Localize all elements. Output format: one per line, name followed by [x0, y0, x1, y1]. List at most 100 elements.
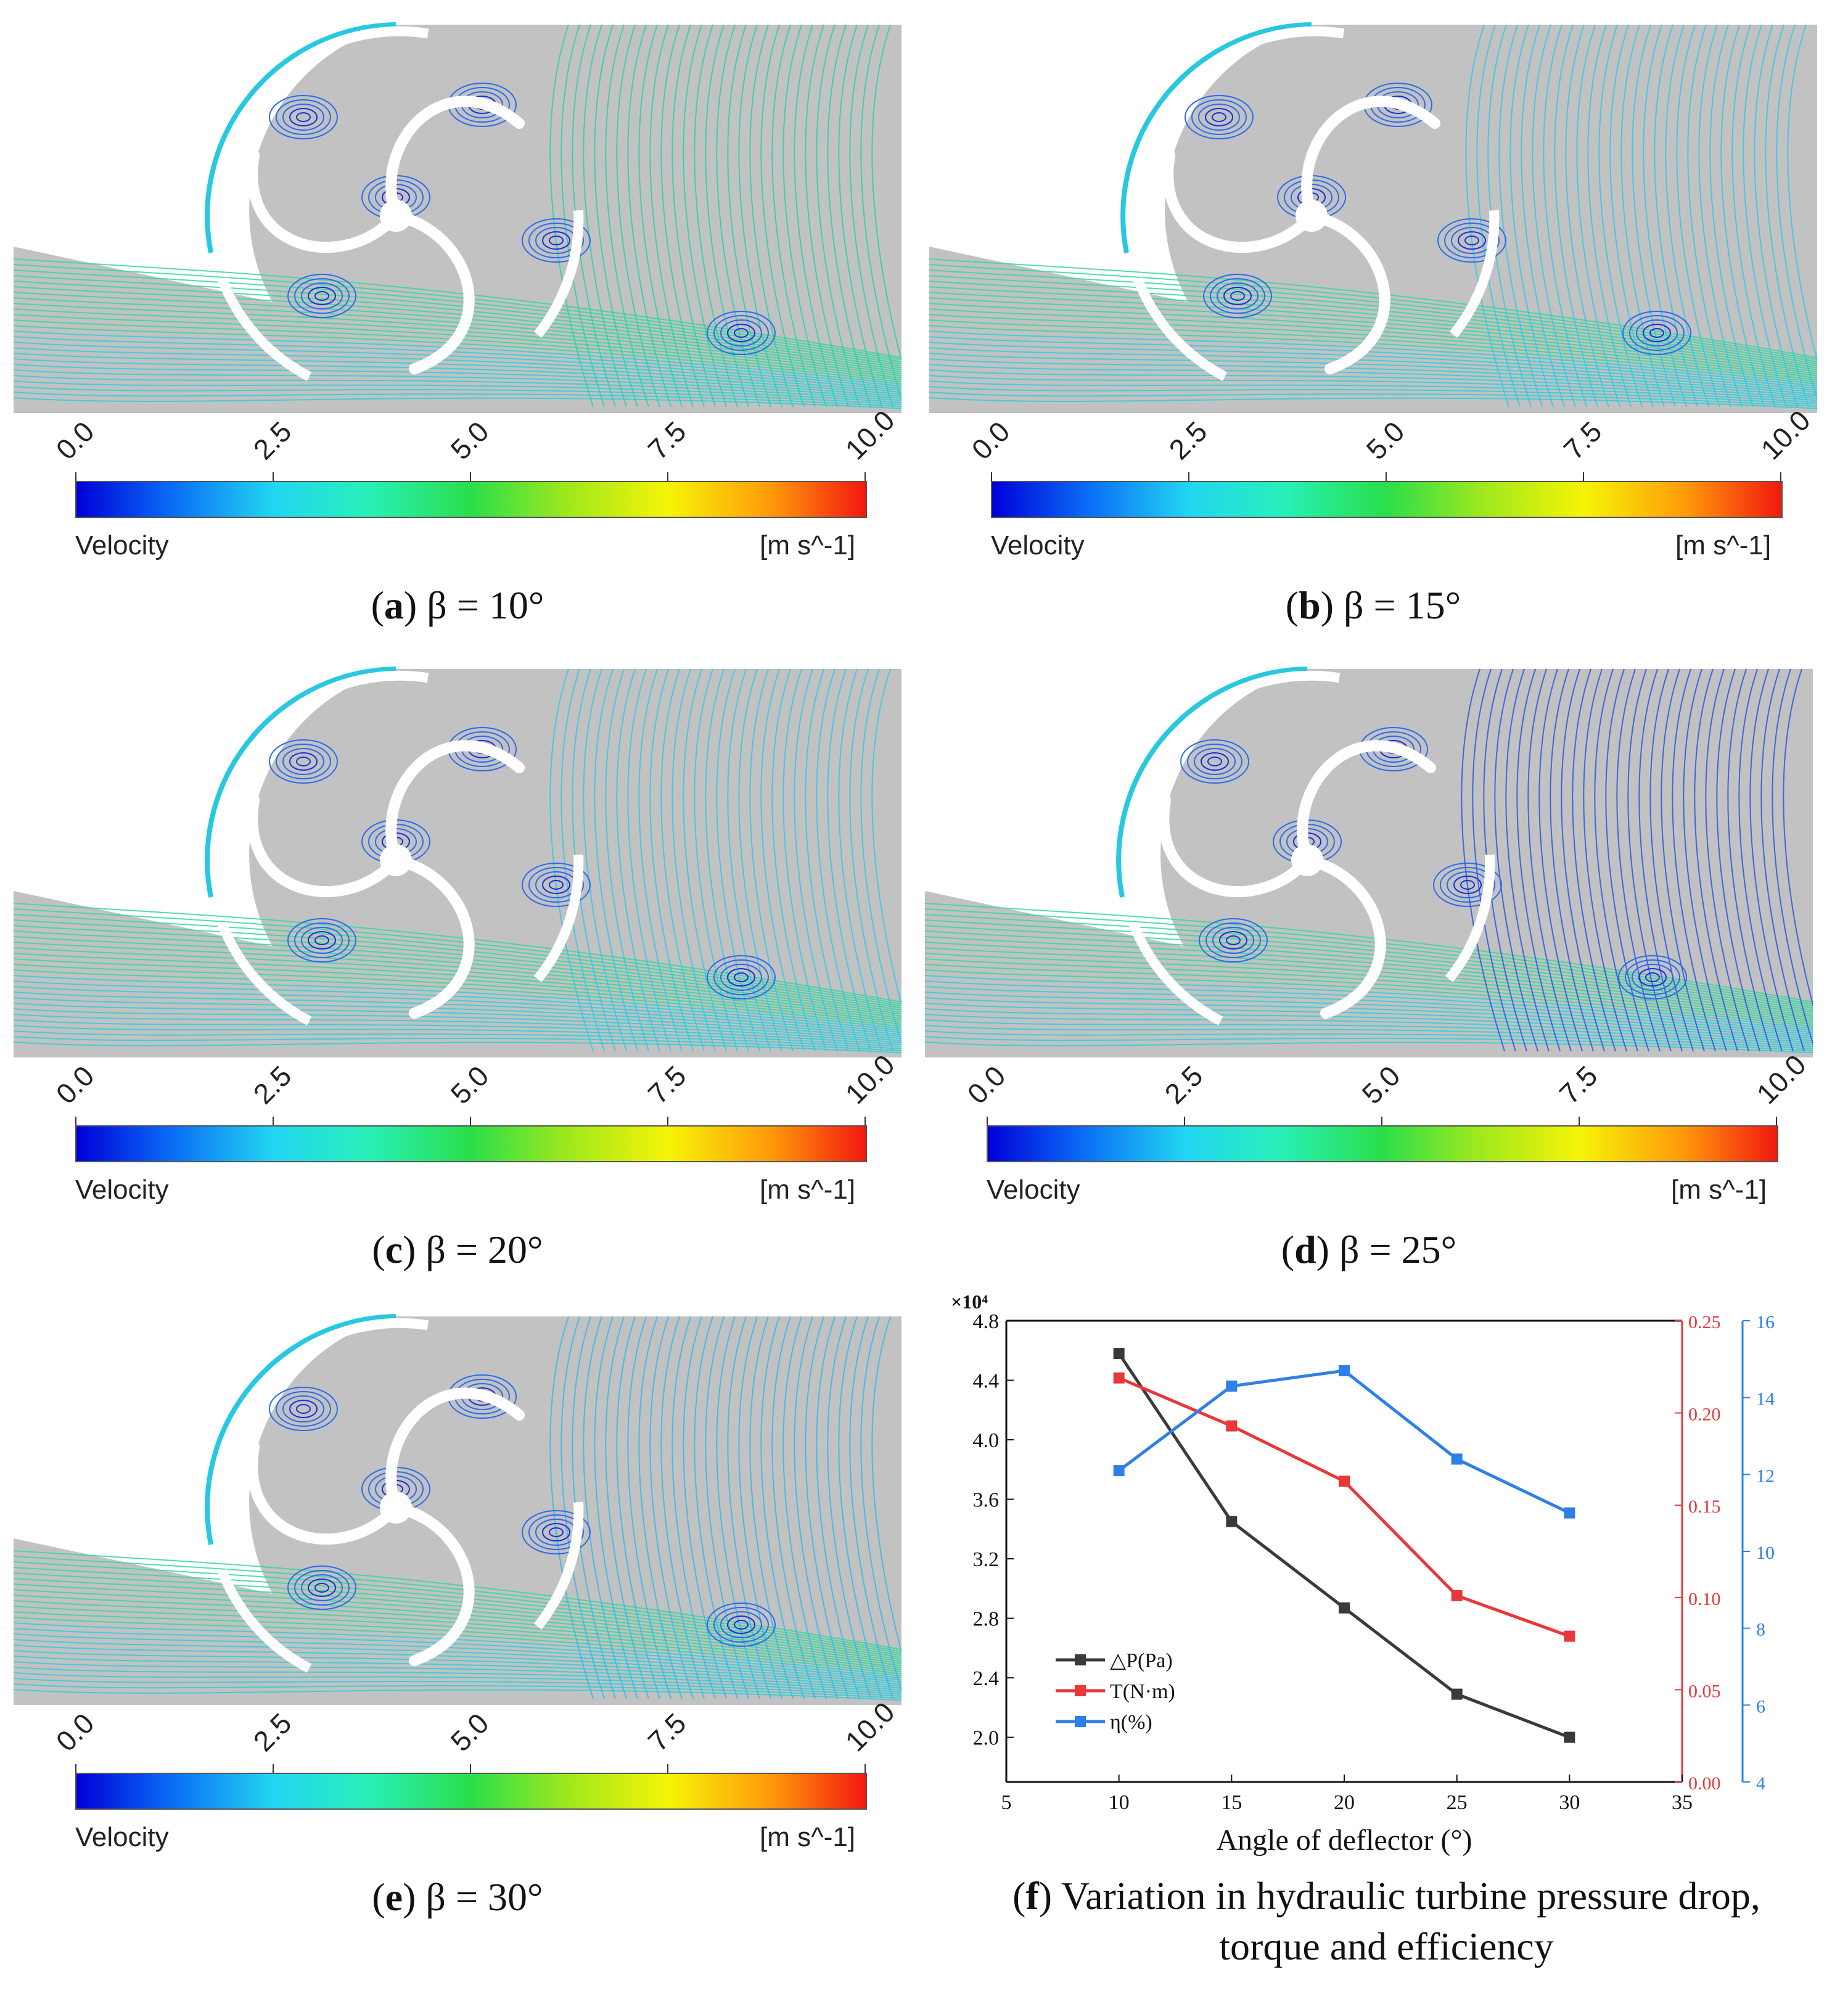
colorbar-tick-label: 5.0: [1360, 415, 1411, 466]
streamline: [14, 936, 901, 1015]
streamline: [627, 1316, 671, 1699]
streamline: [671, 1316, 716, 1699]
streamline: [594, 24, 638, 408]
vortex-ring: [713, 315, 769, 351]
streamline: [925, 1008, 1813, 1041]
streamline: [14, 319, 901, 381]
colorbar-tick-label: 2.5: [247, 1707, 298, 1758]
streamline: [14, 903, 901, 1003]
streamline: [14, 1656, 901, 1689]
streamline: [794, 668, 838, 1052]
colorbar-tick-label: 2.5: [1158, 1059, 1209, 1110]
streamline: [549, 1316, 594, 1699]
panel-letter: d: [1294, 1228, 1316, 1271]
blade-tip-arc: [533, 1501, 584, 1630]
streamline: [14, 1644, 901, 1685]
streamline: [925, 1003, 1813, 1040]
velocity-colorbar: [75, 481, 867, 518]
streamline: [925, 986, 1813, 1033]
colorbar-tickmark: [987, 1117, 988, 1125]
right1-tick-label: 0.20: [1688, 1405, 1721, 1425]
streamline: [660, 24, 705, 408]
streamline: [925, 903, 1813, 1003]
streamline: [1709, 24, 1754, 408]
streamline: [683, 668, 727, 1052]
right2-tick-label: 16: [1756, 1312, 1775, 1332]
blade-tip-arc: [533, 854, 584, 982]
x-tick-label: 25: [1447, 1791, 1468, 1814]
vortex-ring: [1203, 274, 1272, 318]
streamline: [14, 1583, 901, 1662]
streamline: [794, 1316, 838, 1699]
streamline: [561, 1316, 605, 1699]
vortex-ring: [549, 1527, 564, 1537]
legend-label: T(N·m): [1110, 1680, 1175, 1703]
streamline: [749, 1316, 794, 1699]
streamline: [1472, 668, 1516, 1052]
vortex-ring: [528, 1514, 584, 1550]
vortex-ring: [1191, 99, 1247, 135]
data-point: [1226, 1516, 1238, 1527]
colorbar-tickmark: [273, 472, 274, 481]
streamline: [1632, 24, 1676, 408]
streamlines: [929, 24, 1817, 409]
streamline: [14, 1683, 901, 1699]
streamline: [616, 1316, 660, 1699]
streamline: [14, 1622, 901, 1677]
streamline: [925, 975, 1813, 1029]
colorbar-unit: [m s^-1]: [760, 530, 856, 560]
streamline: [583, 24, 627, 408]
vortex-ring: [707, 955, 776, 999]
streamline: [14, 1667, 901, 1693]
colorbar-tickmark: [991, 472, 992, 481]
vortex-ring: [276, 744, 331, 779]
vortex-ring: [308, 287, 336, 305]
series-line-2: [1118, 1369, 1571, 1514]
streamline: [716, 1316, 760, 1699]
colorbar-unit: [m s^-1]: [1675, 530, 1772, 560]
streamlines: [14, 668, 901, 1054]
streamline: [1476, 24, 1521, 408]
blade: [1162, 149, 1317, 253]
streamline: [827, 24, 871, 408]
panel-caption: (a) β = 10°: [371, 583, 544, 627]
chart-panel: 5 10 15 20 25 30 35 Angle of deflector (°) 2.0 2.…: [925, 1283, 1848, 1999]
streamline: [1643, 24, 1687, 408]
streamline: [583, 1316, 627, 1699]
legend-marker: [1075, 1716, 1086, 1727]
turbine-hub: [380, 844, 412, 876]
streamline: [929, 347, 1817, 391]
colorbar-tickmark: [1188, 472, 1189, 481]
streamline: [14, 1617, 901, 1675]
streamline: [616, 668, 660, 1052]
blade: [390, 855, 475, 1019]
streamline: [1754, 24, 1798, 408]
vortex-ring: [1199, 918, 1268, 963]
streamline: [760, 1316, 805, 1699]
streamline: [925, 908, 1813, 1005]
streamline: [1683, 668, 1727, 1052]
streamline: [838, 1316, 882, 1699]
x-tick-label: 10: [1109, 1791, 1130, 1814]
right2-tick-label: 12: [1756, 1466, 1775, 1486]
streamline: [925, 980, 1813, 1032]
streamline: [929, 281, 1817, 367]
streamline: [14, 908, 901, 1005]
streamline: [929, 358, 1817, 395]
caption-f-line1: Variation in hydraulic turbine pressure …: [1061, 1874, 1760, 1918]
vortex-ring: [1625, 959, 1680, 995]
streamline: [14, 369, 901, 399]
vortex-ring: [294, 922, 350, 958]
streamline: [929, 292, 1817, 371]
blade: [1158, 794, 1313, 898]
streamline: [1743, 24, 1787, 408]
legend-marker: [1075, 1654, 1086, 1665]
streamline: [1787, 24, 1817, 363]
streamline: [649, 24, 694, 408]
vortex-ring: [1201, 752, 1229, 771]
colorbar-tickmark: [1583, 472, 1584, 481]
flow-domain: [14, 667, 901, 1057]
vortex-ring: [1638, 968, 1667, 987]
vortex-ring: [276, 1391, 331, 1427]
vortex-ring: [720, 1611, 762, 1638]
